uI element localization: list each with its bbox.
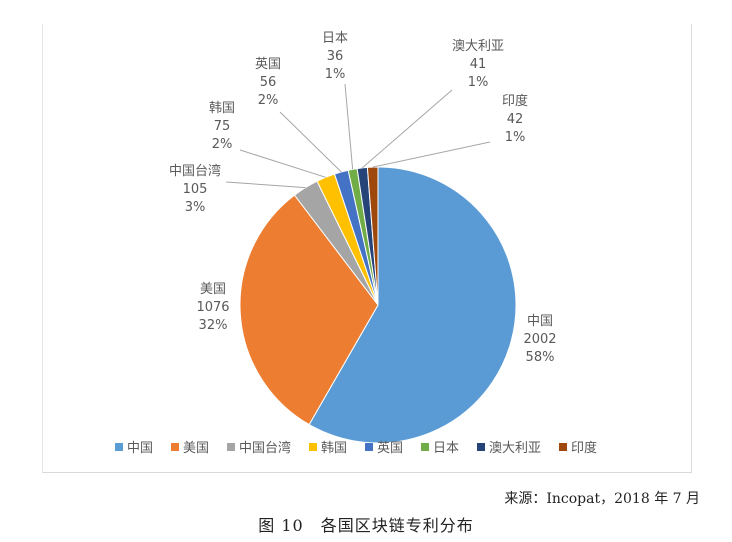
leader-line-5 xyxy=(344,83,354,170)
pie-slice-1 xyxy=(239,194,379,426)
data-label-value-3: 75 xyxy=(214,119,231,134)
data-label-percent-4: 2% xyxy=(258,93,279,108)
legend-swatch-6 xyxy=(477,443,485,451)
leader-line-3 xyxy=(239,149,326,178)
data-label-value-7: 42 xyxy=(507,112,524,127)
legend-swatch-4 xyxy=(365,443,373,451)
legend-label-4: 英国 xyxy=(377,441,403,456)
leader-line-7 xyxy=(372,141,491,168)
data-label-value-4: 56 xyxy=(260,75,277,90)
data-label-percent-1: 32% xyxy=(199,318,228,333)
legend-swatch-1 xyxy=(171,443,179,451)
leader-line-2 xyxy=(225,181,306,189)
legend-label-1: 美国 xyxy=(183,441,209,456)
data-label-category-0: 中国 xyxy=(527,314,553,329)
data-label-percent-3: 2% xyxy=(212,137,233,152)
data-label-percent-7: 1% xyxy=(505,130,526,145)
legend-label-3: 韩国 xyxy=(321,441,347,456)
data-label-category-3: 韩国 xyxy=(209,101,235,116)
legend-label-5: 日本 xyxy=(433,441,459,456)
data-label-category-7: 印度 xyxy=(502,93,528,109)
data-label-category-1: 美国 xyxy=(200,282,226,297)
pie-slice-7 xyxy=(366,166,379,306)
data-label-value-1: 1076 xyxy=(196,300,229,315)
data-label-category-2: 中国台湾 xyxy=(169,163,221,179)
data-label-value-5: 36 xyxy=(327,49,344,64)
figure-caption: 图 10 各国区块链专利分布 xyxy=(258,516,474,535)
data-label-category-6: 澳大利亚 xyxy=(452,38,504,54)
legend-label-2: 中国台湾 xyxy=(239,440,291,456)
data-label-value-0: 2002 xyxy=(523,332,556,347)
leader-line-4 xyxy=(279,111,342,173)
data-label-category-4: 英国 xyxy=(255,57,281,72)
legend-label-6: 澳大利亚 xyxy=(489,440,541,456)
leader-line-6 xyxy=(361,89,453,169)
data-label-percent-5: 1% xyxy=(325,67,346,82)
data-label-category-5: 日本 xyxy=(322,31,348,46)
legend-label-7: 印度 xyxy=(571,440,597,456)
chart-frame xyxy=(42,24,692,473)
data-label-value-6: 41 xyxy=(470,57,487,72)
data-label-percent-0: 58% xyxy=(526,350,555,365)
legend-swatch-3 xyxy=(309,443,317,451)
legend-swatch-5 xyxy=(421,443,429,451)
legend-label-0: 中国 xyxy=(127,441,153,456)
source-note: 来源：Incopat，2018 年 7 月 xyxy=(504,491,700,507)
data-label-percent-6: 1% xyxy=(468,75,489,90)
pie-slice-0 xyxy=(308,166,517,444)
data-label-value-2: 105 xyxy=(183,182,208,197)
legend-swatch-2 xyxy=(227,443,235,451)
data-label-percent-2: 3% xyxy=(185,200,206,215)
legend-swatch-7 xyxy=(559,443,567,451)
legend-swatch-0 xyxy=(115,443,123,451)
